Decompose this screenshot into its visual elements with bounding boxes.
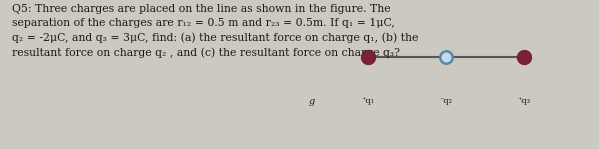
Point: [364, 55, 373, 58]
Point: [441, 55, 451, 58]
Text: ⁺q₃: ⁺q₃: [518, 97, 531, 105]
Point: [519, 55, 529, 58]
Text: Q5: Three charges are placed on the line as shown in the figure. The
separation : Q5: Three charges are placed on the line…: [12, 4, 418, 58]
Text: ⁺q₁: ⁺q₁: [362, 97, 375, 105]
Text: g: g: [308, 97, 314, 106]
Text: ⁻q₂: ⁻q₂: [440, 97, 453, 105]
